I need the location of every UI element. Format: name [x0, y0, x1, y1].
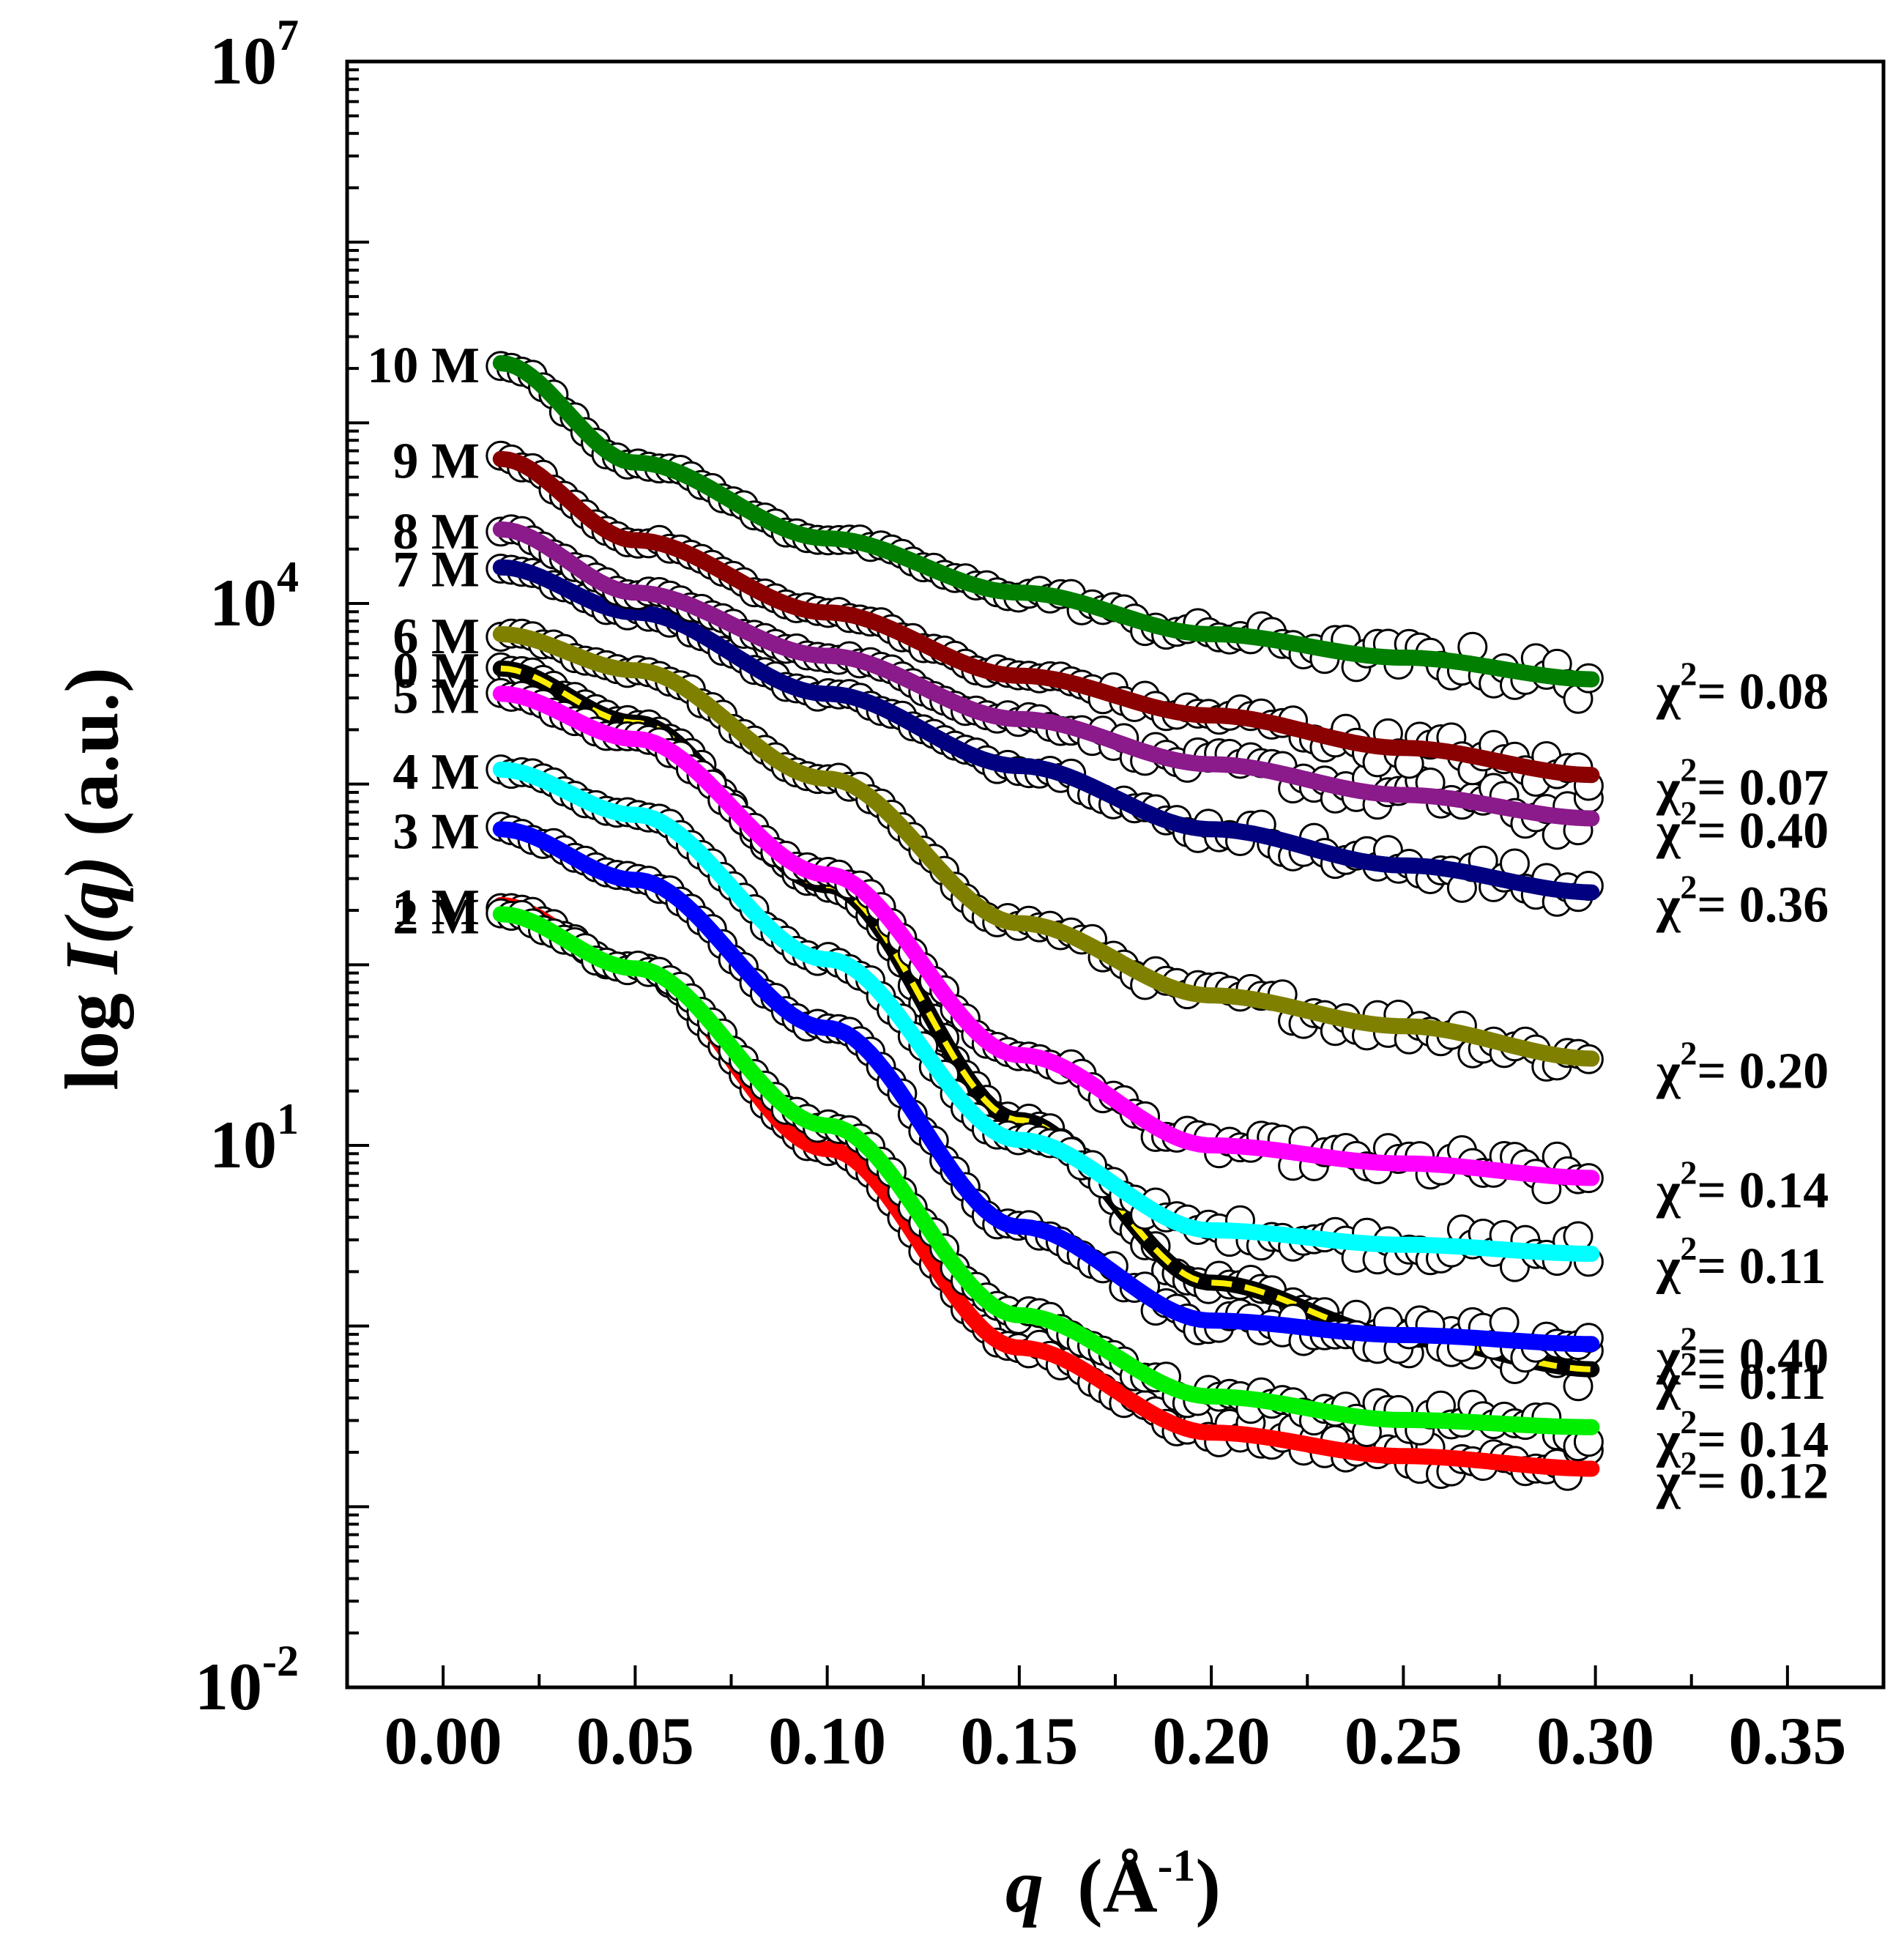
- x-tick-label: 0.15: [960, 1703, 1078, 1778]
- fit-line: [492, 685, 1600, 1186]
- series-4-m: [486, 754, 1604, 1282]
- chi-square-label: χ2= 0.14: [1656, 1153, 1829, 1219]
- x-tick-labels: 0.00 0.05 0.10 0.15 0.20 0.25 0.30 0.35: [384, 1703, 1847, 1778]
- x-tick-label: 0.20: [1153, 1703, 1271, 1778]
- chi-square-label: χ2= 0.11: [1656, 1230, 1826, 1295]
- y-tick-label: 104: [209, 553, 299, 640]
- concentration-label: 7 M: [393, 542, 480, 598]
- y-tick-labels: 10-2 101 104 107: [195, 11, 299, 1724]
- x-tick-label: 0.25: [1345, 1703, 1462, 1778]
- y-axis-title: log I(q) (a.u.): [50, 667, 134, 1090]
- chi-square-label: χ2= 0.36: [1656, 869, 1829, 934]
- chi-square-label: χ2= 0.40: [1656, 1320, 1829, 1385]
- series-8-m: [486, 514, 1604, 850]
- x-tick-label: 0.35: [1728, 1703, 1846, 1778]
- series-10-m: [486, 351, 1604, 714]
- fit-line: [492, 821, 1600, 1353]
- chi-square-label: χ2= 0.07: [1656, 751, 1829, 816]
- chi-square-label: χ2= 0.20: [1656, 1035, 1829, 1100]
- series-2-m: [486, 898, 1604, 1462]
- plot-frame: [345, 59, 1886, 1690]
- series-labels: 0 M 1 M2 M 3 M4 M 5 M6 M 7 M8 M 9 M 10 M: [367, 338, 480, 945]
- concentration-label: 3 M: [393, 803, 480, 860]
- y-tick-label: 107: [209, 11, 299, 98]
- fit-line: [492, 625, 1600, 1067]
- fit-line: [492, 450, 1600, 784]
- fit-line: [492, 761, 1600, 1262]
- concentration-label: 10 M: [367, 338, 480, 394]
- fit-line: [492, 906, 1600, 1435]
- chi-square-label: χ2= 0.12: [1656, 1445, 1829, 1510]
- series-9-m: [486, 440, 1604, 801]
- chi-square-label: χ2= 0.40: [1656, 795, 1829, 860]
- concentration-label: 8 M: [393, 504, 480, 560]
- series-6-m: [486, 618, 1604, 1082]
- x-axis-title: q (Å-1): [1005, 1841, 1221, 1928]
- x-tick-label: 0.10: [768, 1703, 886, 1778]
- y-tick-label: 101: [209, 1095, 299, 1182]
- concentration-label: 4 M: [393, 744, 480, 800]
- concentration-label: 2 M: [393, 888, 480, 945]
- series-layer: [486, 351, 1604, 1491]
- series-7-m: [486, 554, 1604, 917]
- fit-line: [492, 354, 1600, 688]
- concentration-label: 5 M: [393, 668, 480, 724]
- concentration-label: 0 M: [393, 643, 480, 699]
- fit-line: [492, 521, 1600, 827]
- concentration-label: 6 M: [393, 609, 480, 665]
- x-tick-label: 0.05: [576, 1703, 694, 1778]
- concentration-label: 1 M: [393, 880, 480, 936]
- fit-line: [492, 559, 1600, 901]
- concentration-label: 9 M: [393, 434, 480, 490]
- chi-square-label: χ2= 0.08: [1656, 655, 1829, 721]
- series-5-m: [486, 677, 1604, 1205]
- chi-square-label: χ2= 0.11: [1656, 1345, 1826, 1411]
- series-3-m: [486, 811, 1604, 1373]
- x-tick-label: 0.00: [384, 1703, 502, 1778]
- tick-layer: [346, 60, 1885, 1689]
- x-tick-label: 0.30: [1536, 1703, 1654, 1778]
- y-tick-label: 10-2: [195, 1637, 299, 1724]
- chi-square-label: χ2= 0.14: [1656, 1403, 1829, 1468]
